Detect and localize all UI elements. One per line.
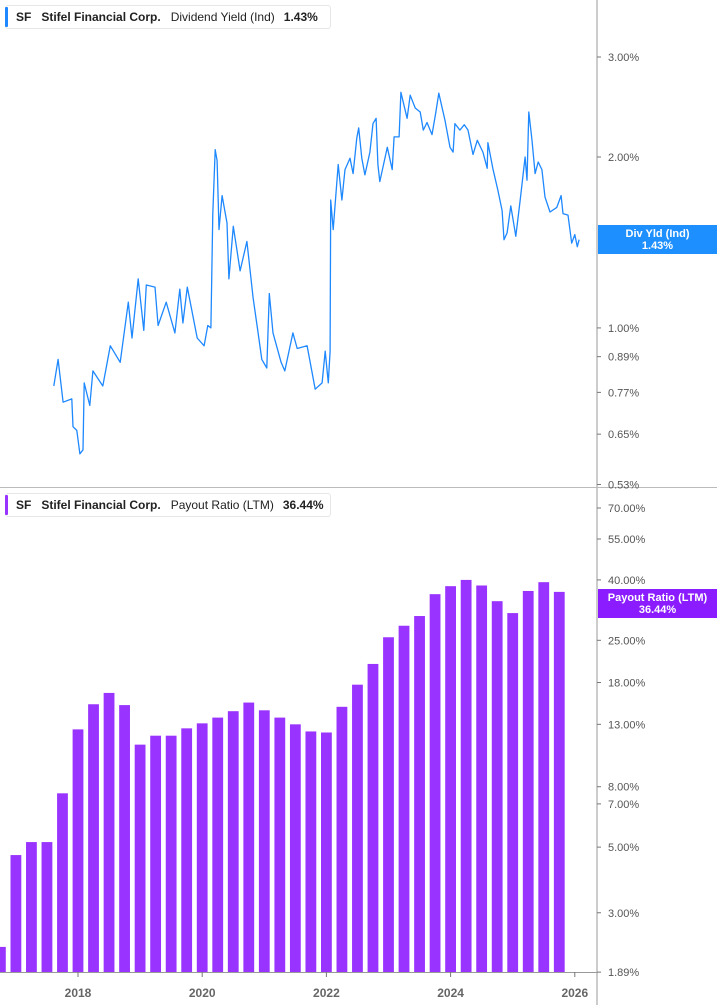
payout-bar: [119, 705, 130, 972]
payout-bar: [165, 735, 177, 972]
payout-ratio-legend: SF Stifel Financial Corp. Payout Ratio (…: [5, 493, 331, 517]
payout-bar: [398, 625, 410, 972]
payout-bar: [321, 732, 332, 972]
legend-value: 36.44%: [282, 498, 324, 512]
payout-bar: [103, 692, 115, 972]
y-tick-label: 18.00%: [608, 678, 646, 690]
payout-bar: [367, 663, 379, 972]
legend-company: Stifel Financial Corp.: [41, 10, 161, 24]
payout-bar: [181, 728, 193, 972]
dividend-yield-legend: SF Stifel Financial Corp. Dividend Yield…: [5, 5, 331, 29]
payout-bar: [414, 616, 425, 972]
badge-label: Payout Ratio (LTM): [607, 592, 708, 604]
payout-bar: [196, 723, 208, 972]
y-tick-label: 5.00%: [608, 842, 639, 854]
y-tick-label: 0.65%: [608, 429, 639, 441]
x-tick-label: 2026: [561, 986, 588, 1000]
y-tick-label: 2.00%: [608, 152, 639, 164]
x-tick-label: 2018: [65, 986, 92, 1000]
payout-bar: [41, 842, 53, 972]
payout-bar: [72, 729, 84, 972]
payout-ratio-price-badge: Payout Ratio (LTM) 36.44%: [598, 589, 717, 618]
y-tick-label: 25.00%: [608, 635, 646, 647]
y-tick-label: 70.00%: [608, 503, 646, 515]
x-tick-label: 2022: [313, 986, 340, 1000]
y-tick-label: 0.53%: [608, 479, 639, 491]
legend-color-swatch: [5, 7, 8, 27]
x-tick-label: 2024: [437, 986, 464, 1000]
legend-company: Stifel Financial Corp.: [41, 498, 161, 512]
y-tick-label: 0.89%: [608, 352, 639, 364]
payout-bar: [476, 585, 488, 972]
payout-bar: [445, 586, 456, 972]
legend-metric: Dividend Yield (Ind): [170, 10, 275, 24]
legend-ticker: SF: [16, 498, 32, 512]
payout-bar: [88, 704, 99, 972]
y-tick-label: 7.00%: [608, 799, 639, 811]
x-tick-label: 2020: [189, 986, 216, 1000]
y-tick-label: 3.00%: [608, 52, 639, 64]
badge-value: 36.44%: [638, 604, 677, 616]
y-tick-label: 8.00%: [608, 782, 639, 794]
y-tick-label: 1.00%: [608, 323, 639, 335]
legend-value: 1.43%: [283, 10, 318, 24]
legend-metric: Payout Ratio (LTM): [170, 498, 274, 512]
y-tick-label: 3.00%: [608, 908, 639, 920]
payout-bar: [150, 735, 162, 972]
y-tick-label: 55.00%: [608, 534, 646, 546]
badge-value: 1.43%: [641, 240, 674, 252]
y-tick-label: 0.77%: [608, 387, 639, 399]
payout-bar: [336, 706, 348, 972]
y-tick-label: 1.89%: [608, 967, 639, 979]
payout-bar: [26, 842, 37, 972]
payout-bar: [538, 582, 550, 972]
payout-ratio-plot: [0, 579, 565, 972]
payout-bar: [57, 793, 68, 972]
payout-bar: [289, 724, 301, 972]
payout-bar: [243, 702, 255, 972]
payout-bar: [383, 637, 394, 972]
payout-bar: [429, 594, 441, 972]
payout-bar: [522, 590, 534, 972]
payout-bar: [274, 717, 286, 972]
y-tick-label: 40.00%: [608, 575, 646, 587]
y-tick-label: 13.00%: [608, 719, 646, 731]
dividend-yield-plot: [53, 91, 580, 455]
payout-bar: [553, 591, 565, 972]
legend-ticker: SF: [16, 10, 32, 24]
legend-color-swatch: [5, 495, 8, 515]
payout-bar: [227, 711, 239, 972]
payout-bar: [491, 601, 503, 972]
payout-bar: [305, 731, 317, 972]
payout-bar: [212, 717, 224, 972]
payout-bar: [258, 710, 270, 972]
dividend-yield-line: [53, 91, 580, 455]
payout-bar: [352, 684, 363, 972]
payout-bar: [460, 579, 472, 972]
payout-bar: [10, 855, 22, 972]
badge-label: Div Yld (Ind): [625, 228, 690, 240]
dividend-yield-price-badge: Div Yld (Ind) 1.43%: [598, 225, 717, 254]
payout-bar: [0, 946, 6, 972]
payout-bar: [507, 613, 519, 972]
payout-bar: [134, 744, 146, 972]
